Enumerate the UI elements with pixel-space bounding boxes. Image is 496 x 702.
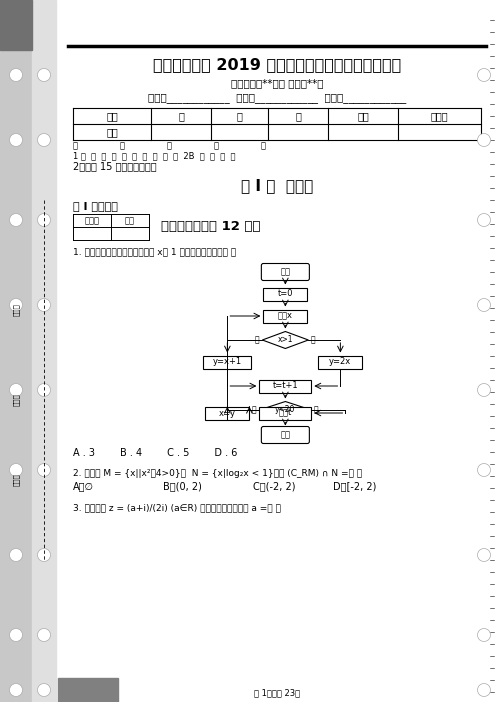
Circle shape <box>478 383 491 397</box>
Text: 得分: 得分 <box>106 127 118 137</box>
Circle shape <box>478 684 491 696</box>
Bar <box>32 0 56 702</box>
Circle shape <box>9 213 22 227</box>
Text: 2. 设集合 M = {x||x²－4>0}，  N = {x|log₂x < 1}，则 (C_RM) ∩ N =（ ）: 2. 设集合 M = {x||x²－4>0}， N = {x|log₂x < 1… <box>73 468 362 477</box>
Text: 姓名：____________  班级：____________  学号：____________: 姓名：____________ 班级：____________ 学号：_____… <box>148 93 406 103</box>
Text: 1 、  填  写  答  题  卡  的  内  容  用  2B  铅  笔  填  写: 1 、 填 写 答 题 卡 的 内 容 用 2B 铅 笔 填 写 <box>73 152 236 161</box>
Text: 结束: 结束 <box>280 430 290 439</box>
Circle shape <box>38 69 51 81</box>
Text: 第 I 卷的注释: 第 I 卷的注释 <box>73 201 118 211</box>
Circle shape <box>9 69 22 81</box>
Circle shape <box>38 298 51 312</box>
Text: t=t+1: t=t+1 <box>272 381 298 390</box>
Text: 题号: 题号 <box>106 111 118 121</box>
Circle shape <box>478 133 491 147</box>
Circle shape <box>38 463 51 477</box>
Bar <box>259 406 311 420</box>
Text: 注                意                事                项                ：: 注 意 事 项 ： <box>73 142 266 150</box>
Text: 姓名：: 姓名： <box>13 474 19 486</box>
Bar <box>259 380 311 392</box>
Bar <box>58 678 118 702</box>
Text: 是: 是 <box>252 406 256 414</box>
Bar <box>0 0 32 702</box>
Circle shape <box>9 628 22 642</box>
Circle shape <box>38 628 51 642</box>
Bar <box>263 288 308 300</box>
Circle shape <box>9 298 22 312</box>
Circle shape <box>478 548 491 562</box>
Text: x>1: x>1 <box>278 336 293 345</box>
Text: 1. 如图所示算法框图，当输入的 x为 1 时，输出的结果为（ ）: 1. 如图所示算法框图，当输入的 x为 1 时，输出的结果为（ ） <box>73 248 236 256</box>
Text: 学号：: 学号： <box>13 304 19 317</box>
Text: y<20: y<20 <box>275 406 296 414</box>
Text: 班级：: 班级： <box>13 394 19 406</box>
Bar <box>263 310 308 322</box>
Text: 核分人: 核分人 <box>431 111 448 121</box>
Text: D．[-2, 2): D．[-2, 2) <box>333 481 376 491</box>
Text: 输出t: 输出t <box>279 409 292 418</box>
Text: 2、提前 15 分钟收取答题卡: 2、提前 15 分钟收取答题卡 <box>73 161 157 171</box>
Text: 否: 否 <box>313 406 318 414</box>
Circle shape <box>38 548 51 562</box>
Bar <box>203 355 251 369</box>
Circle shape <box>478 628 491 642</box>
Text: 江西省南昌市 2019 届高三理数第一次模拟考试试卷: 江西省南昌市 2019 届高三理数第一次模拟考试试卷 <box>153 58 401 72</box>
Circle shape <box>38 213 51 227</box>
Text: A．∅: A．∅ <box>73 481 94 491</box>
Bar <box>318 355 363 369</box>
Circle shape <box>38 684 51 696</box>
FancyBboxPatch shape <box>261 427 310 444</box>
Text: A . 3        B . 4        C . 5        D . 6: A . 3 B . 4 C . 5 D . 6 <box>73 448 238 458</box>
Bar <box>205 406 249 420</box>
Text: C．(-2, 2): C．(-2, 2) <box>253 481 296 491</box>
Bar <box>0 0 32 50</box>
Text: 二: 二 <box>237 111 243 121</box>
Circle shape <box>478 69 491 81</box>
Text: 考试时间：**分钟 满分：**分: 考试时间：**分钟 满分：**分 <box>231 78 323 88</box>
Text: t=0: t=0 <box>278 289 293 298</box>
Text: 输入x: 输入x <box>278 312 293 321</box>
Text: x=y: x=y <box>219 409 236 418</box>
Polygon shape <box>259 402 311 418</box>
Text: 否: 否 <box>255 336 259 345</box>
Text: 三: 三 <box>295 111 301 121</box>
Circle shape <box>38 133 51 147</box>
Circle shape <box>9 548 22 562</box>
Text: y=2x: y=2x <box>329 357 352 366</box>
Text: 第 I 卷  客观题: 第 I 卷 客观题 <box>241 178 313 194</box>
Text: 总分: 总分 <box>357 111 369 121</box>
Text: 一、单选题（共 12 题）: 一、单选题（共 12 题） <box>161 220 260 234</box>
Circle shape <box>9 383 22 397</box>
Text: 3. 已知复数 z = (a+i)/(2i) (a∈R) 的实部等于虚部，则 a =（ ）: 3. 已知复数 z = (a+i)/(2i) (a∈R) 的实部等于虚部，则 a… <box>73 503 281 512</box>
Text: 评卷人: 评卷人 <box>84 216 100 225</box>
Text: 一: 一 <box>178 111 184 121</box>
Circle shape <box>38 383 51 397</box>
Circle shape <box>9 684 22 696</box>
Polygon shape <box>262 331 309 348</box>
Circle shape <box>9 133 22 147</box>
Text: B．(0, 2): B．(0, 2) <box>163 481 202 491</box>
Text: 开始: 开始 <box>280 267 290 277</box>
Circle shape <box>9 463 22 477</box>
Circle shape <box>478 463 491 477</box>
Circle shape <box>478 298 491 312</box>
Text: y=x+1: y=x+1 <box>213 357 242 366</box>
Text: 第 1页，总 23页: 第 1页，总 23页 <box>254 689 300 698</box>
FancyBboxPatch shape <box>261 263 310 281</box>
Circle shape <box>478 213 491 227</box>
Text: 是: 是 <box>310 336 315 345</box>
Text: 得分: 得分 <box>125 216 135 225</box>
